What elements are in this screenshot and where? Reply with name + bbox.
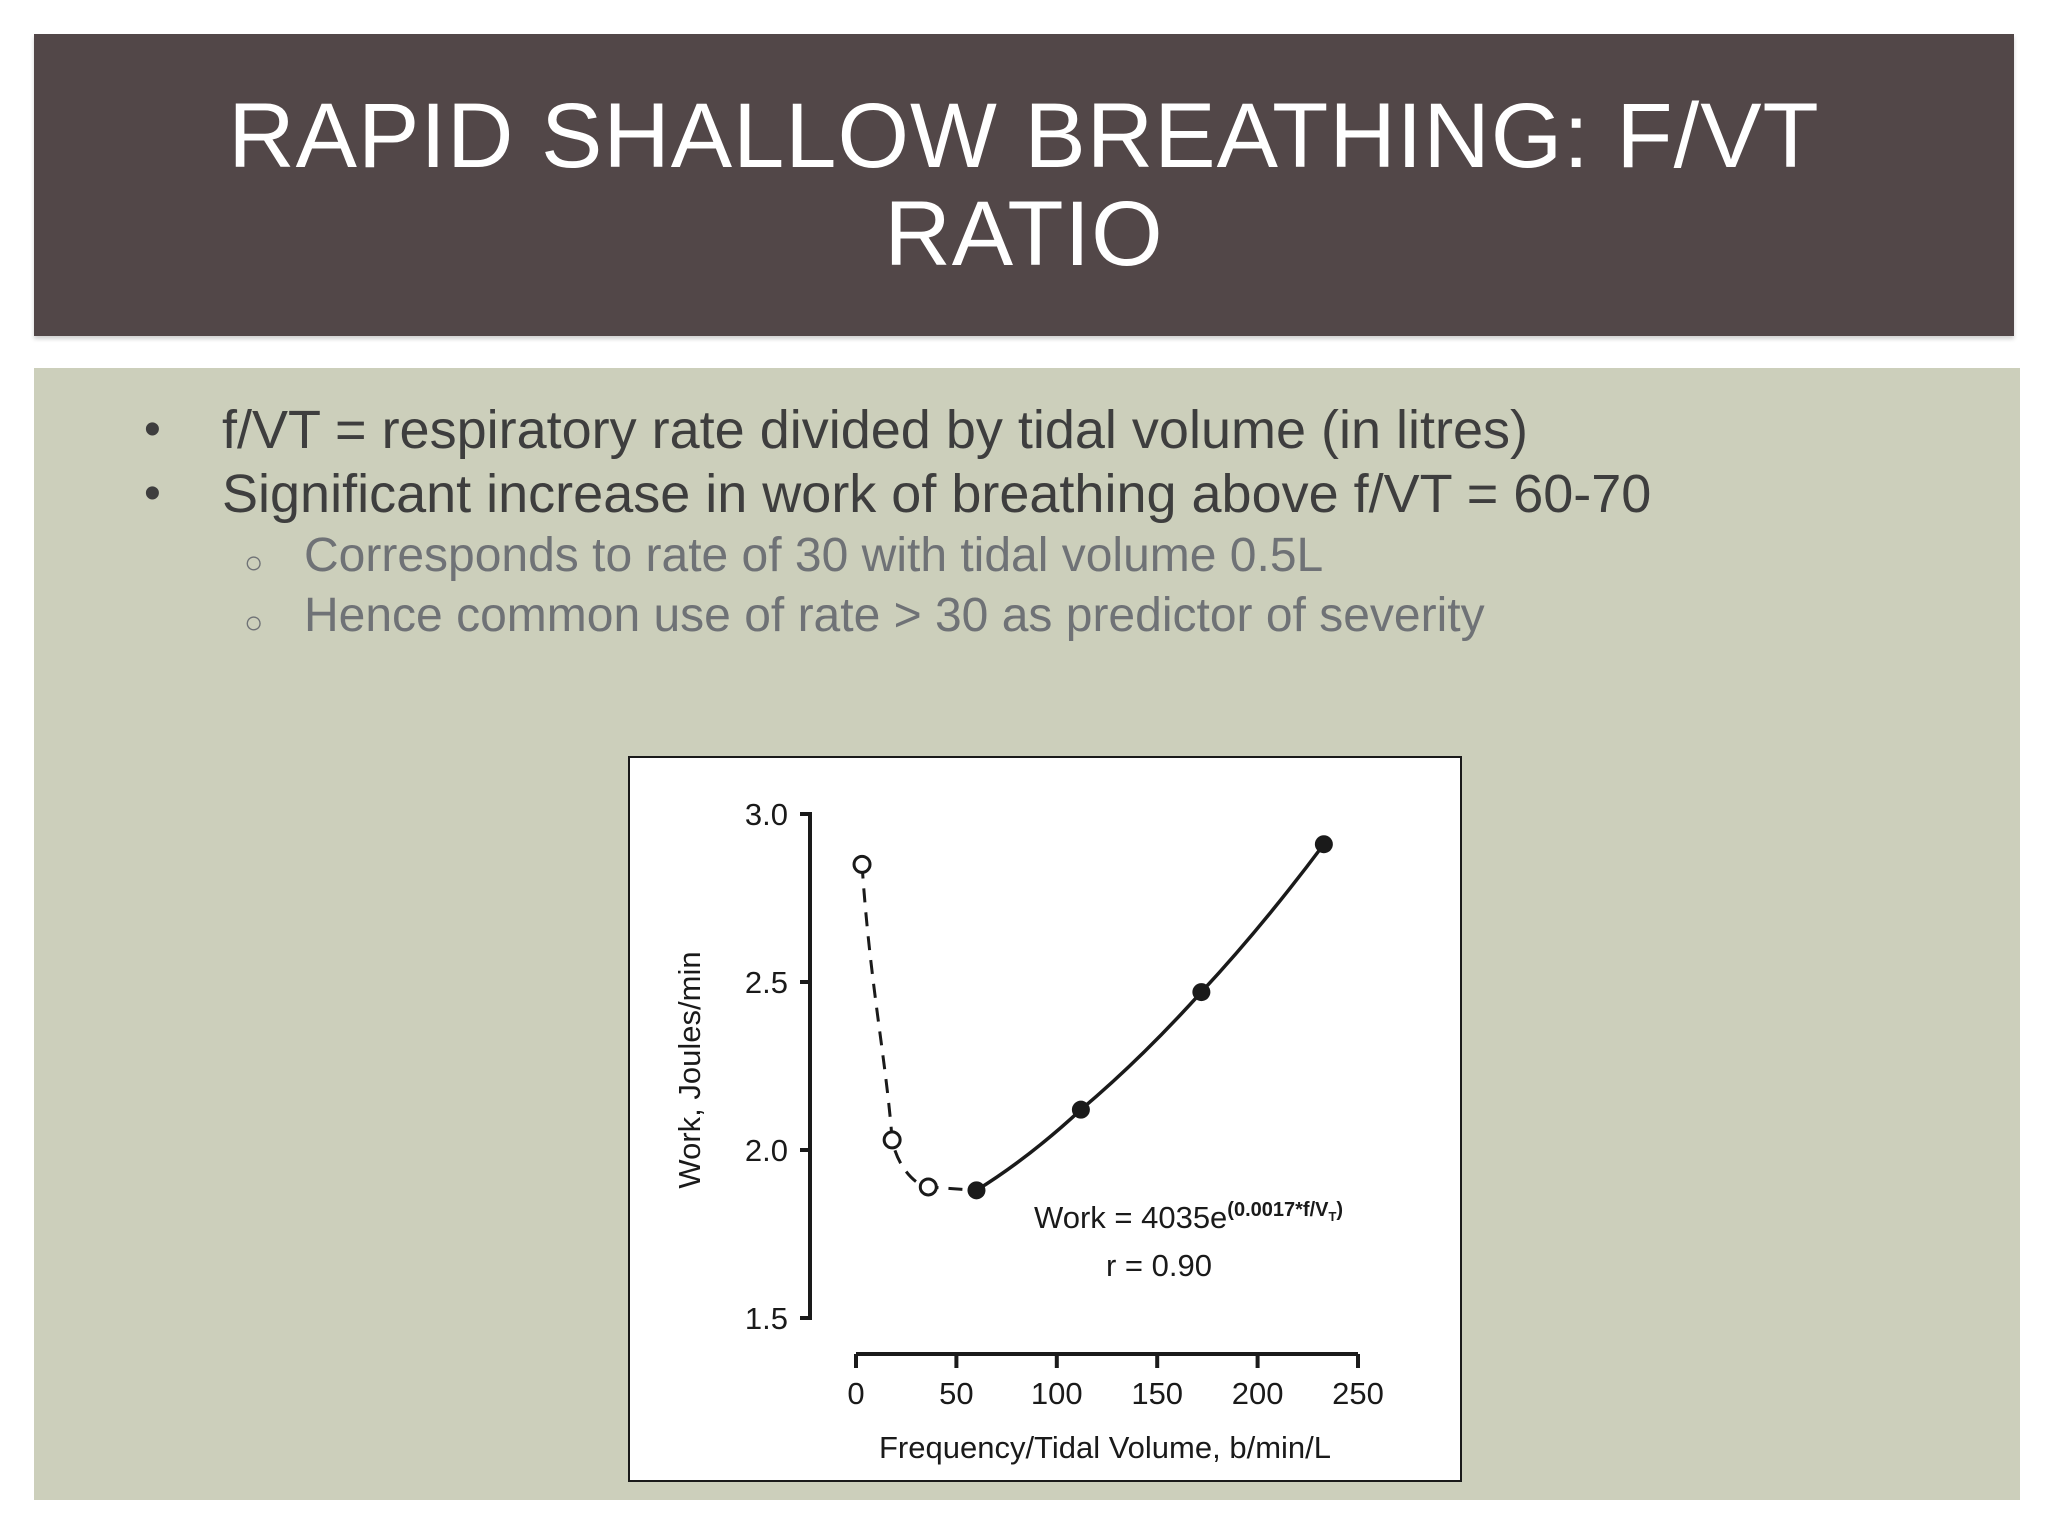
- bullet-dot-icon: •: [144, 403, 161, 456]
- series-solid-line: [975, 843, 1326, 1192]
- open-data-point: [918, 1177, 938, 1197]
- bullet-list: • f/VT = respiratory rate divided by tid…: [114, 398, 1914, 646]
- sub-bullet-circle-icon: ○: [244, 604, 264, 640]
- equation-exponent-sub: T: [1328, 1209, 1336, 1224]
- slide-title: RAPID SHALLOW BREATHING: F/VT RATIO: [228, 85, 1820, 285]
- x-tick-label: 150: [1131, 1376, 1183, 1411]
- bullet-dot-icon: •: [144, 467, 161, 520]
- x-axis-label: Frequency/Tidal Volume, b/min/L: [879, 1430, 1331, 1465]
- filled-data-point: [967, 1181, 986, 1200]
- y-tick-label: 2.5: [745, 965, 788, 1000]
- work-vs-fvt-chart: 1.5 2.0 2.5 3.0 0 50 100 150 200 250 Frequency/Ti…: [672, 797, 1384, 1465]
- x-tick-label: 250: [1332, 1376, 1384, 1411]
- r-value-annotation: r = 0.90: [1106, 1248, 1212, 1283]
- sub-bullet-text: Hence common use of rate > 30 as predict…: [304, 589, 1485, 642]
- sub-bullet-item: ○ Corresponds to rate of 30 with tidal v…: [114, 526, 1914, 586]
- y-tick-label: 1.5: [745, 1301, 788, 1336]
- bullet-text: f/VT = respiratory rate divided by tidal…: [222, 400, 1529, 460]
- open-data-point: [852, 854, 872, 874]
- filled-data-point: [1192, 983, 1211, 1002]
- series-dashed-line: [860, 864, 977, 1192]
- y-tick-label: 2.0: [745, 1133, 788, 1168]
- equation-prefix: Work = 4035e: [1034, 1200, 1227, 1235]
- title-bar: RAPID SHALLOW BREATHING: F/VT RATIO: [34, 34, 2014, 336]
- bullet-item: • f/VT = respiratory rate divided by tid…: [114, 398, 1914, 462]
- sub-bullet-text: Corresponds to rate of 30 with tidal vol…: [304, 529, 1324, 582]
- chart-axes: [808, 814, 1358, 1356]
- content-panel: • f/VT = respiratory rate divided by tid…: [34, 368, 2020, 1500]
- sub-bullet-item: ○ Hence common use of rate > 30 as predi…: [114, 586, 1914, 646]
- y-tick-label: 3.0: [745, 797, 788, 832]
- chart-frame: 1.5 2.0 2.5 3.0 0 50 100 150 200 250 Frequency/Ti…: [628, 756, 1462, 1482]
- bullet-item: • Significant increase in work of breath…: [114, 462, 1914, 526]
- bullet-text: Significant increase in work of breathin…: [222, 464, 1652, 524]
- sub-bullet-circle-icon: ○: [244, 544, 264, 580]
- filled-data-point: [1314, 835, 1333, 854]
- equation-exponent: (0.0017*f/V: [1227, 1199, 1329, 1221]
- open-data-point: [882, 1130, 902, 1150]
- chart-ticks: 1.5 2.0 2.5 3.0 0 50 100 150 200 250: [745, 797, 1384, 1411]
- x-tick-label: 0: [847, 1376, 864, 1411]
- equation-exponent-close: ): [1336, 1199, 1343, 1221]
- chart-series: [852, 835, 1333, 1200]
- equation-annotation: Work = 4035e(0.0017*f/VT): [1034, 1199, 1343, 1235]
- y-axis-label: Work, Joules/min: [672, 951, 707, 1188]
- x-tick-label: 50: [939, 1376, 973, 1411]
- x-tick-label: 100: [1031, 1376, 1083, 1411]
- x-tick-label: 200: [1232, 1376, 1284, 1411]
- filled-data-point: [1071, 1100, 1090, 1119]
